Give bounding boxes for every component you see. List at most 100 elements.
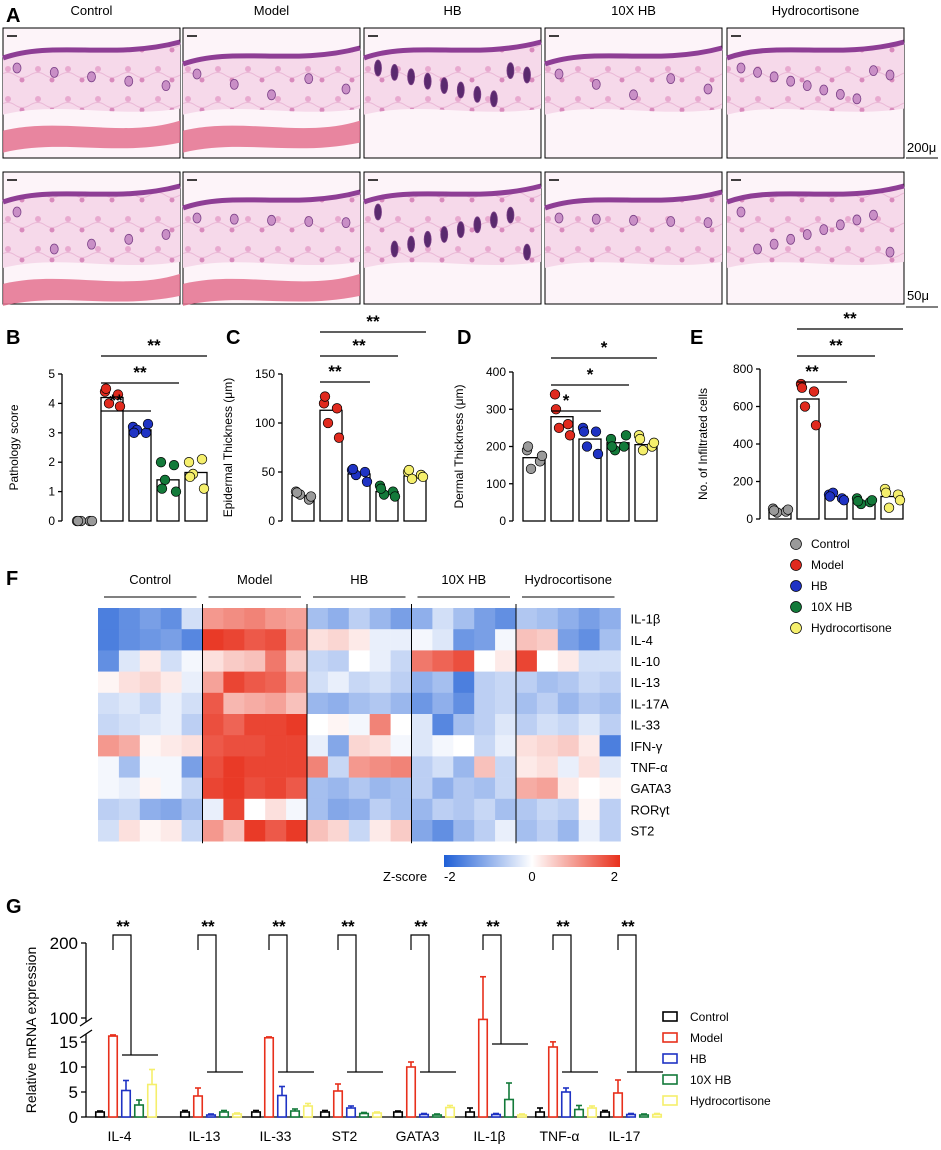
heatmap-cell <box>244 608 266 630</box>
heatmap-cell <box>244 756 266 778</box>
heatmap-cell <box>411 798 433 821</box>
follicle <box>591 213 601 225</box>
follicle <box>753 67 762 78</box>
bar-10X HB <box>638 1114 650 1118</box>
follicle <box>489 90 498 108</box>
heatmap-cell <box>98 798 120 821</box>
heatmap-cell <box>202 756 224 778</box>
heatmap-cell <box>557 608 579 630</box>
data-point <box>883 502 895 513</box>
heatmap-cell <box>181 735 203 757</box>
heatmap-cell <box>327 798 350 821</box>
heatmap-cell <box>495 629 517 651</box>
group-title: HB <box>443 3 461 18</box>
data-point <box>333 432 345 443</box>
panel-letter-a: A <box>6 5 20 27</box>
heatmap-cell <box>474 608 496 630</box>
legend-label: HB <box>690 1052 707 1066</box>
heatmap-cell <box>202 735 224 757</box>
heatmap-cell <box>390 820 412 842</box>
data-point <box>522 441 534 452</box>
heatmap-cell <box>453 608 475 630</box>
data-point <box>140 427 152 438</box>
bar-Model <box>547 1046 559 1118</box>
heatmap-cell <box>139 777 161 800</box>
heatmap-cell <box>307 798 329 821</box>
follicle <box>769 71 779 83</box>
x-tick-label: IL-13 <box>189 1128 221 1144</box>
data-point <box>525 463 537 475</box>
follicle <box>49 67 59 78</box>
follicle <box>786 75 796 87</box>
epidermis-line <box>544 189 723 211</box>
sig-label: ** <box>116 917 130 936</box>
heatmap-cell <box>516 650 538 672</box>
data-point <box>170 486 182 497</box>
heatmap-cell <box>98 735 120 757</box>
muscle-layer <box>3 273 180 306</box>
heatmap-cell <box>286 735 308 757</box>
heatmap-cell <box>599 629 621 651</box>
heatmap-cell <box>536 714 559 736</box>
heatmap-cell <box>223 608 245 630</box>
heatmap-cell <box>160 714 182 736</box>
heatmap-cell <box>578 820 600 842</box>
follicle <box>489 211 498 229</box>
sig-bracket <box>617 934 637 1072</box>
heatmap-cell <box>557 714 579 736</box>
sig-label: ** <box>341 917 355 936</box>
heatmap-cell <box>536 692 559 715</box>
heatmap-cell <box>307 735 329 757</box>
heatmap-cell <box>599 777 621 800</box>
heatmap-cell <box>390 777 412 800</box>
heatmap-cell <box>432 798 454 821</box>
heatmap-cell <box>223 692 245 715</box>
heatmap-cell <box>369 650 391 672</box>
follicle <box>423 72 432 90</box>
muscle-layer <box>183 120 360 153</box>
heatmap-cell <box>307 608 329 630</box>
data-point <box>564 430 576 441</box>
bar-Control <box>599 1111 611 1118</box>
muscle-layer <box>183 273 360 306</box>
heatmap-cell <box>202 650 224 672</box>
heatmap-cell <box>327 692 350 715</box>
heatmap-cell <box>411 820 433 842</box>
bar-Hydrocortisone <box>634 443 658 522</box>
sig-bracket <box>410 934 430 1072</box>
panel-letter-f: F <box>6 568 18 590</box>
data-point <box>403 464 415 476</box>
heatmap-cell <box>536 629 559 651</box>
heatmap-cell <box>98 820 120 842</box>
heatmap-cell <box>453 714 475 736</box>
bar-Model <box>612 1092 624 1118</box>
row-label: IL-13 <box>631 675 661 690</box>
epidermis-line <box>726 183 905 205</box>
bar-HB <box>625 1113 637 1118</box>
bar-Control <box>179 1111 191 1118</box>
heatmap-cell <box>411 650 433 672</box>
heatmap-cell <box>557 756 579 778</box>
heatmap-cell <box>160 629 182 651</box>
x-tick-label: IL-1β <box>473 1128 505 1144</box>
y-tick-label: 50 <box>262 465 276 479</box>
follicle <box>802 229 812 240</box>
follicle <box>124 233 134 245</box>
sig-label: ** <box>201 917 215 936</box>
follicle <box>473 216 482 234</box>
legend-label: Model <box>690 1031 723 1045</box>
heatmap-cell <box>453 820 475 842</box>
bar-10X HB <box>289 1110 301 1118</box>
bar-Hydrocortisone <box>302 1105 314 1118</box>
histology-image <box>726 171 905 305</box>
y-axis-label: No. of Infiltrated cells <box>696 388 710 500</box>
heatmap-cell <box>244 629 266 651</box>
bar-HB <box>560 1091 572 1118</box>
heatmap-cell <box>390 798 412 821</box>
heatmap-cell <box>474 629 496 651</box>
bar-Hydrocortisone <box>516 1114 528 1118</box>
heatmap-cell <box>202 692 224 715</box>
sig-label: ** <box>414 917 428 936</box>
heatmap-cell <box>118 714 141 736</box>
sig-label: ** <box>486 917 500 936</box>
